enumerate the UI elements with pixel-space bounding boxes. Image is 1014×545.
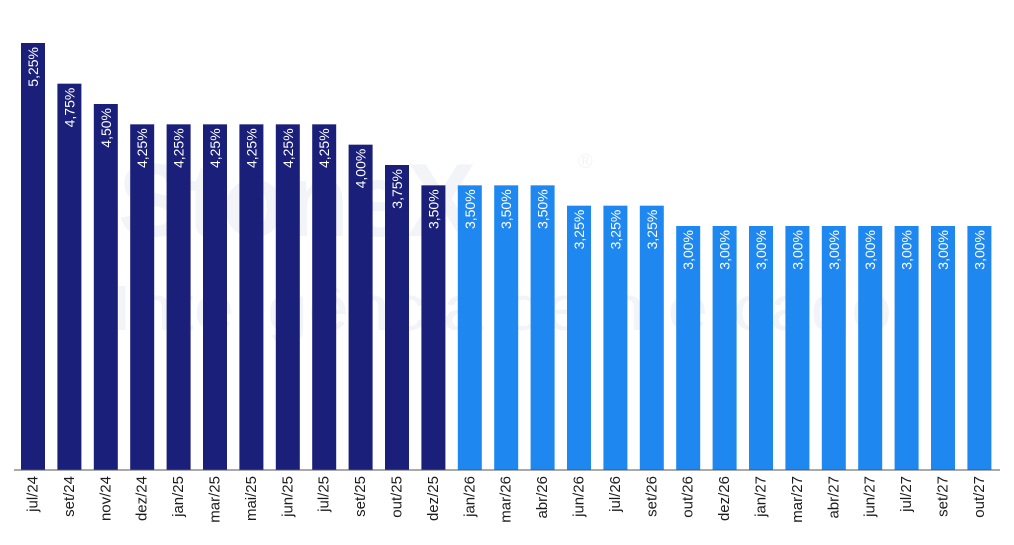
x-tick-label: mar/25 bbox=[207, 476, 224, 523]
data-label: 3,25% bbox=[644, 210, 660, 250]
bar-mai-25 bbox=[239, 124, 264, 470]
bar-out-26 bbox=[676, 226, 701, 470]
x-tick-label: mar/27 bbox=[789, 476, 806, 523]
x-tick-label: jun/27 bbox=[862, 476, 879, 518]
x-tick-label: out/26 bbox=[680, 476, 697, 518]
data-label: 3,00% bbox=[826, 230, 842, 270]
data-label: 3,00% bbox=[753, 230, 769, 270]
data-label: 4,25% bbox=[207, 128, 223, 168]
bar-abr-27 bbox=[821, 226, 846, 470]
data-label: 3,00% bbox=[717, 230, 733, 270]
bar-dez-25 bbox=[421, 185, 446, 471]
bar-jan-27 bbox=[749, 226, 773, 470]
bar-mar-27 bbox=[785, 226, 810, 470]
data-label: 3,25% bbox=[571, 210, 587, 250]
x-tick-label: set/25 bbox=[352, 476, 369, 517]
x-tick-label: dez/25 bbox=[425, 476, 442, 521]
x-tick-label: abr/26 bbox=[534, 476, 551, 519]
data-label: 4,25% bbox=[316, 128, 332, 168]
bar-jun-26 bbox=[567, 205, 591, 470]
x-tick-label: set/27 bbox=[935, 476, 952, 517]
x-tick-label: jun/26 bbox=[571, 476, 588, 518]
x-tick-label: jul/24 bbox=[25, 476, 42, 513]
bars: 5,25% 4,75% 4,50% 4,25% 4,25% 4,25% 4,25% 4,25%… bbox=[21, 43, 992, 471]
bar-jun-27 bbox=[858, 226, 883, 470]
bar-set-24 bbox=[57, 83, 82, 471]
bar-set-25 bbox=[348, 144, 373, 470]
bar-set-27 bbox=[931, 226, 955, 470]
bar-out-25 bbox=[385, 165, 409, 470]
data-label: 4,50% bbox=[98, 108, 114, 148]
x-tick-label: jan/25 bbox=[170, 476, 187, 518]
bar-abr-26 bbox=[530, 185, 555, 471]
x-tick-label: set/26 bbox=[643, 476, 660, 517]
data-label: 4,75% bbox=[61, 88, 77, 128]
x-tick-label: abr/27 bbox=[825, 476, 842, 519]
data-label: 3,25% bbox=[607, 210, 623, 250]
data-label: 4,25% bbox=[243, 128, 259, 168]
data-label: 3,00% bbox=[680, 230, 696, 270]
bar-out-27 bbox=[967, 226, 992, 470]
x-tick-label: out/27 bbox=[971, 476, 988, 518]
bar-jul-24 bbox=[21, 43, 45, 470]
x-tick-label: out/25 bbox=[389, 476, 406, 518]
data-label: 3,75% bbox=[389, 169, 405, 209]
data-label: 3,50% bbox=[462, 189, 478, 229]
x-tick-label: jan/27 bbox=[753, 476, 770, 518]
x-tick-label: dez/26 bbox=[716, 476, 733, 521]
bar-nov-24 bbox=[93, 104, 118, 470]
x-axis-ticks: jul/24 set/24 nov/24 dez/24 jan/25 mar/25 mai/… bbox=[25, 476, 988, 523]
x-tick-label: jul/26 bbox=[607, 476, 624, 513]
watermark-registered: ® bbox=[578, 151, 593, 173]
bar-mar-26 bbox=[494, 185, 519, 471]
x-tick-label: jul/25 bbox=[316, 476, 333, 513]
data-label: 3,00% bbox=[789, 230, 805, 270]
bar-jul-25 bbox=[312, 124, 337, 470]
data-label: 3,00% bbox=[899, 230, 915, 270]
bar-dez-24 bbox=[130, 124, 155, 470]
x-tick-label: mar/26 bbox=[498, 476, 515, 523]
data-label: 3,00% bbox=[862, 230, 878, 270]
data-label: 3,50% bbox=[535, 189, 551, 229]
x-tick-label: mai/25 bbox=[243, 476, 260, 521]
bar-jan-25 bbox=[166, 124, 191, 470]
data-label: 3,00% bbox=[971, 230, 987, 270]
bar-dez-26 bbox=[712, 226, 737, 470]
x-tick-label: jun/25 bbox=[279, 476, 296, 518]
bar-jun-25 bbox=[275, 124, 300, 470]
data-label: 4,00% bbox=[353, 149, 369, 189]
data-label: 4,25% bbox=[171, 128, 187, 168]
bar-jul-27 bbox=[894, 226, 919, 470]
bar-mar-25 bbox=[203, 124, 227, 470]
x-tick-label: jul/27 bbox=[898, 476, 915, 513]
x-tick-label: set/24 bbox=[61, 476, 78, 517]
x-tick-label: jan/26 bbox=[461, 476, 478, 518]
bar-jan-26 bbox=[457, 185, 482, 471]
data-label: 3,50% bbox=[498, 189, 514, 229]
data-label: 3,00% bbox=[935, 230, 951, 270]
data-label: 4,25% bbox=[280, 128, 296, 168]
data-label: 3,50% bbox=[425, 189, 441, 229]
bar-jul-26 bbox=[603, 205, 628, 470]
data-label: 4,25% bbox=[134, 128, 150, 168]
data-label: 5,25% bbox=[25, 47, 41, 87]
x-tick-label: nov/24 bbox=[97, 476, 114, 521]
x-tick-label: dez/24 bbox=[134, 476, 151, 521]
bar-set-26 bbox=[639, 205, 664, 470]
